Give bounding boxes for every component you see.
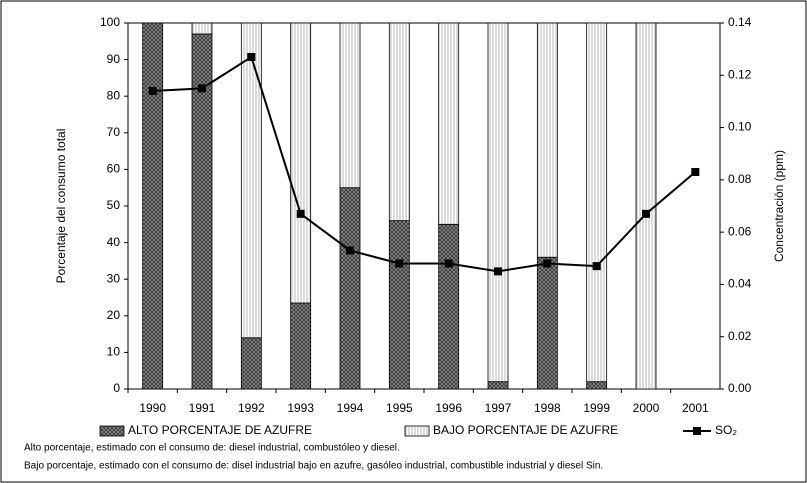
- x-tick-label: 1990: [139, 401, 166, 415]
- marker: [247, 52, 256, 61]
- y-tick-label: 70: [107, 125, 121, 139]
- bar: [388, 220, 410, 390]
- marker: [543, 259, 552, 268]
- legend-swatch: [404, 425, 430, 437]
- marker: [296, 209, 305, 218]
- line: [152, 55, 696, 273]
- bar: [388, 22, 410, 222]
- bar: [635, 22, 657, 390]
- y-tick-label: 10: [107, 345, 121, 359]
- bar: [290, 22, 312, 304]
- y2-axis-label: Concentración (ppm): [772, 150, 786, 262]
- bar: [339, 187, 361, 390]
- y-tick-label: 80: [107, 88, 121, 102]
- legend-label: ALTO PORCENTAJE DE AZUFRE: [128, 423, 312, 437]
- x-tick-label: 1992: [238, 401, 265, 415]
- y-tick-label: 0: [113, 381, 120, 395]
- y-tick-label: 30: [107, 271, 121, 285]
- x-tick-label: 2001: [682, 401, 709, 415]
- marker: [346, 246, 354, 255]
- y-axis-label: Porcentaje del consumo total: [54, 129, 68, 284]
- marker: [444, 259, 453, 268]
- x-tick-label: 1997: [485, 401, 512, 415]
- x-tick-label: 1995: [386, 401, 413, 415]
- bar: [586, 22, 608, 383]
- marker: [198, 84, 206, 93]
- y-tick-label: 90: [107, 52, 121, 66]
- x-tick-label: 1991: [189, 401, 216, 415]
- bar: [339, 22, 361, 189]
- bar: [536, 22, 558, 258]
- note: Alto porcentaje, estimado con el consumo…: [24, 443, 400, 454]
- y-tick-label: 20: [107, 308, 121, 322]
- bar: [487, 381, 509, 390]
- x-tick-label: 1994: [337, 401, 364, 415]
- bar: [142, 22, 164, 390]
- bar: [240, 22, 262, 339]
- y-tick-label: 40: [107, 235, 121, 249]
- y-tick-label: 100: [100, 15, 120, 29]
- bar: [290, 302, 312, 390]
- x-tick-label: 2000: [633, 401, 660, 415]
- y-tick-label: 60: [107, 162, 121, 176]
- legend-label: SO₂: [715, 423, 737, 437]
- y2-tick-label: 0.04: [728, 277, 752, 291]
- y-tick-label: 50: [107, 198, 121, 212]
- bar: [438, 223, 460, 390]
- marker: [592, 262, 601, 271]
- marker: [395, 259, 404, 268]
- bar: [438, 22, 460, 225]
- y2-tick-label: 0.12: [728, 67, 752, 81]
- bar: [536, 256, 558, 390]
- marker: [494, 267, 502, 276]
- y2-tick-label: 0.08: [728, 172, 752, 186]
- y2-tick-label: 0.06: [728, 224, 752, 238]
- bar: [240, 337, 262, 390]
- y2-tick-label: 0.02: [728, 329, 752, 343]
- legend-swatch: [693, 427, 701, 435]
- marker: [642, 209, 650, 218]
- x-tick-label: 1996: [435, 401, 462, 415]
- marker: [148, 86, 157, 95]
- y2-tick-label: 0.14: [728, 15, 752, 29]
- legend-swatch: [99, 425, 125, 437]
- x-tick-label: 1993: [287, 401, 314, 415]
- bar: [191, 22, 213, 35]
- bar: [586, 381, 608, 390]
- x-tick-label: 1998: [534, 401, 561, 415]
- legend-label: BAJO PORCENTAJE DE AZUFRE: [433, 423, 618, 437]
- note: Bajo porcentaje, estimado con el consumo…: [24, 461, 603, 472]
- y2-tick-label: 0.10: [728, 120, 752, 134]
- marker: [691, 168, 700, 177]
- x-tick-label: 1999: [583, 401, 610, 415]
- bar: [487, 22, 509, 383]
- y2-tick-label: 0.00: [728, 381, 752, 395]
